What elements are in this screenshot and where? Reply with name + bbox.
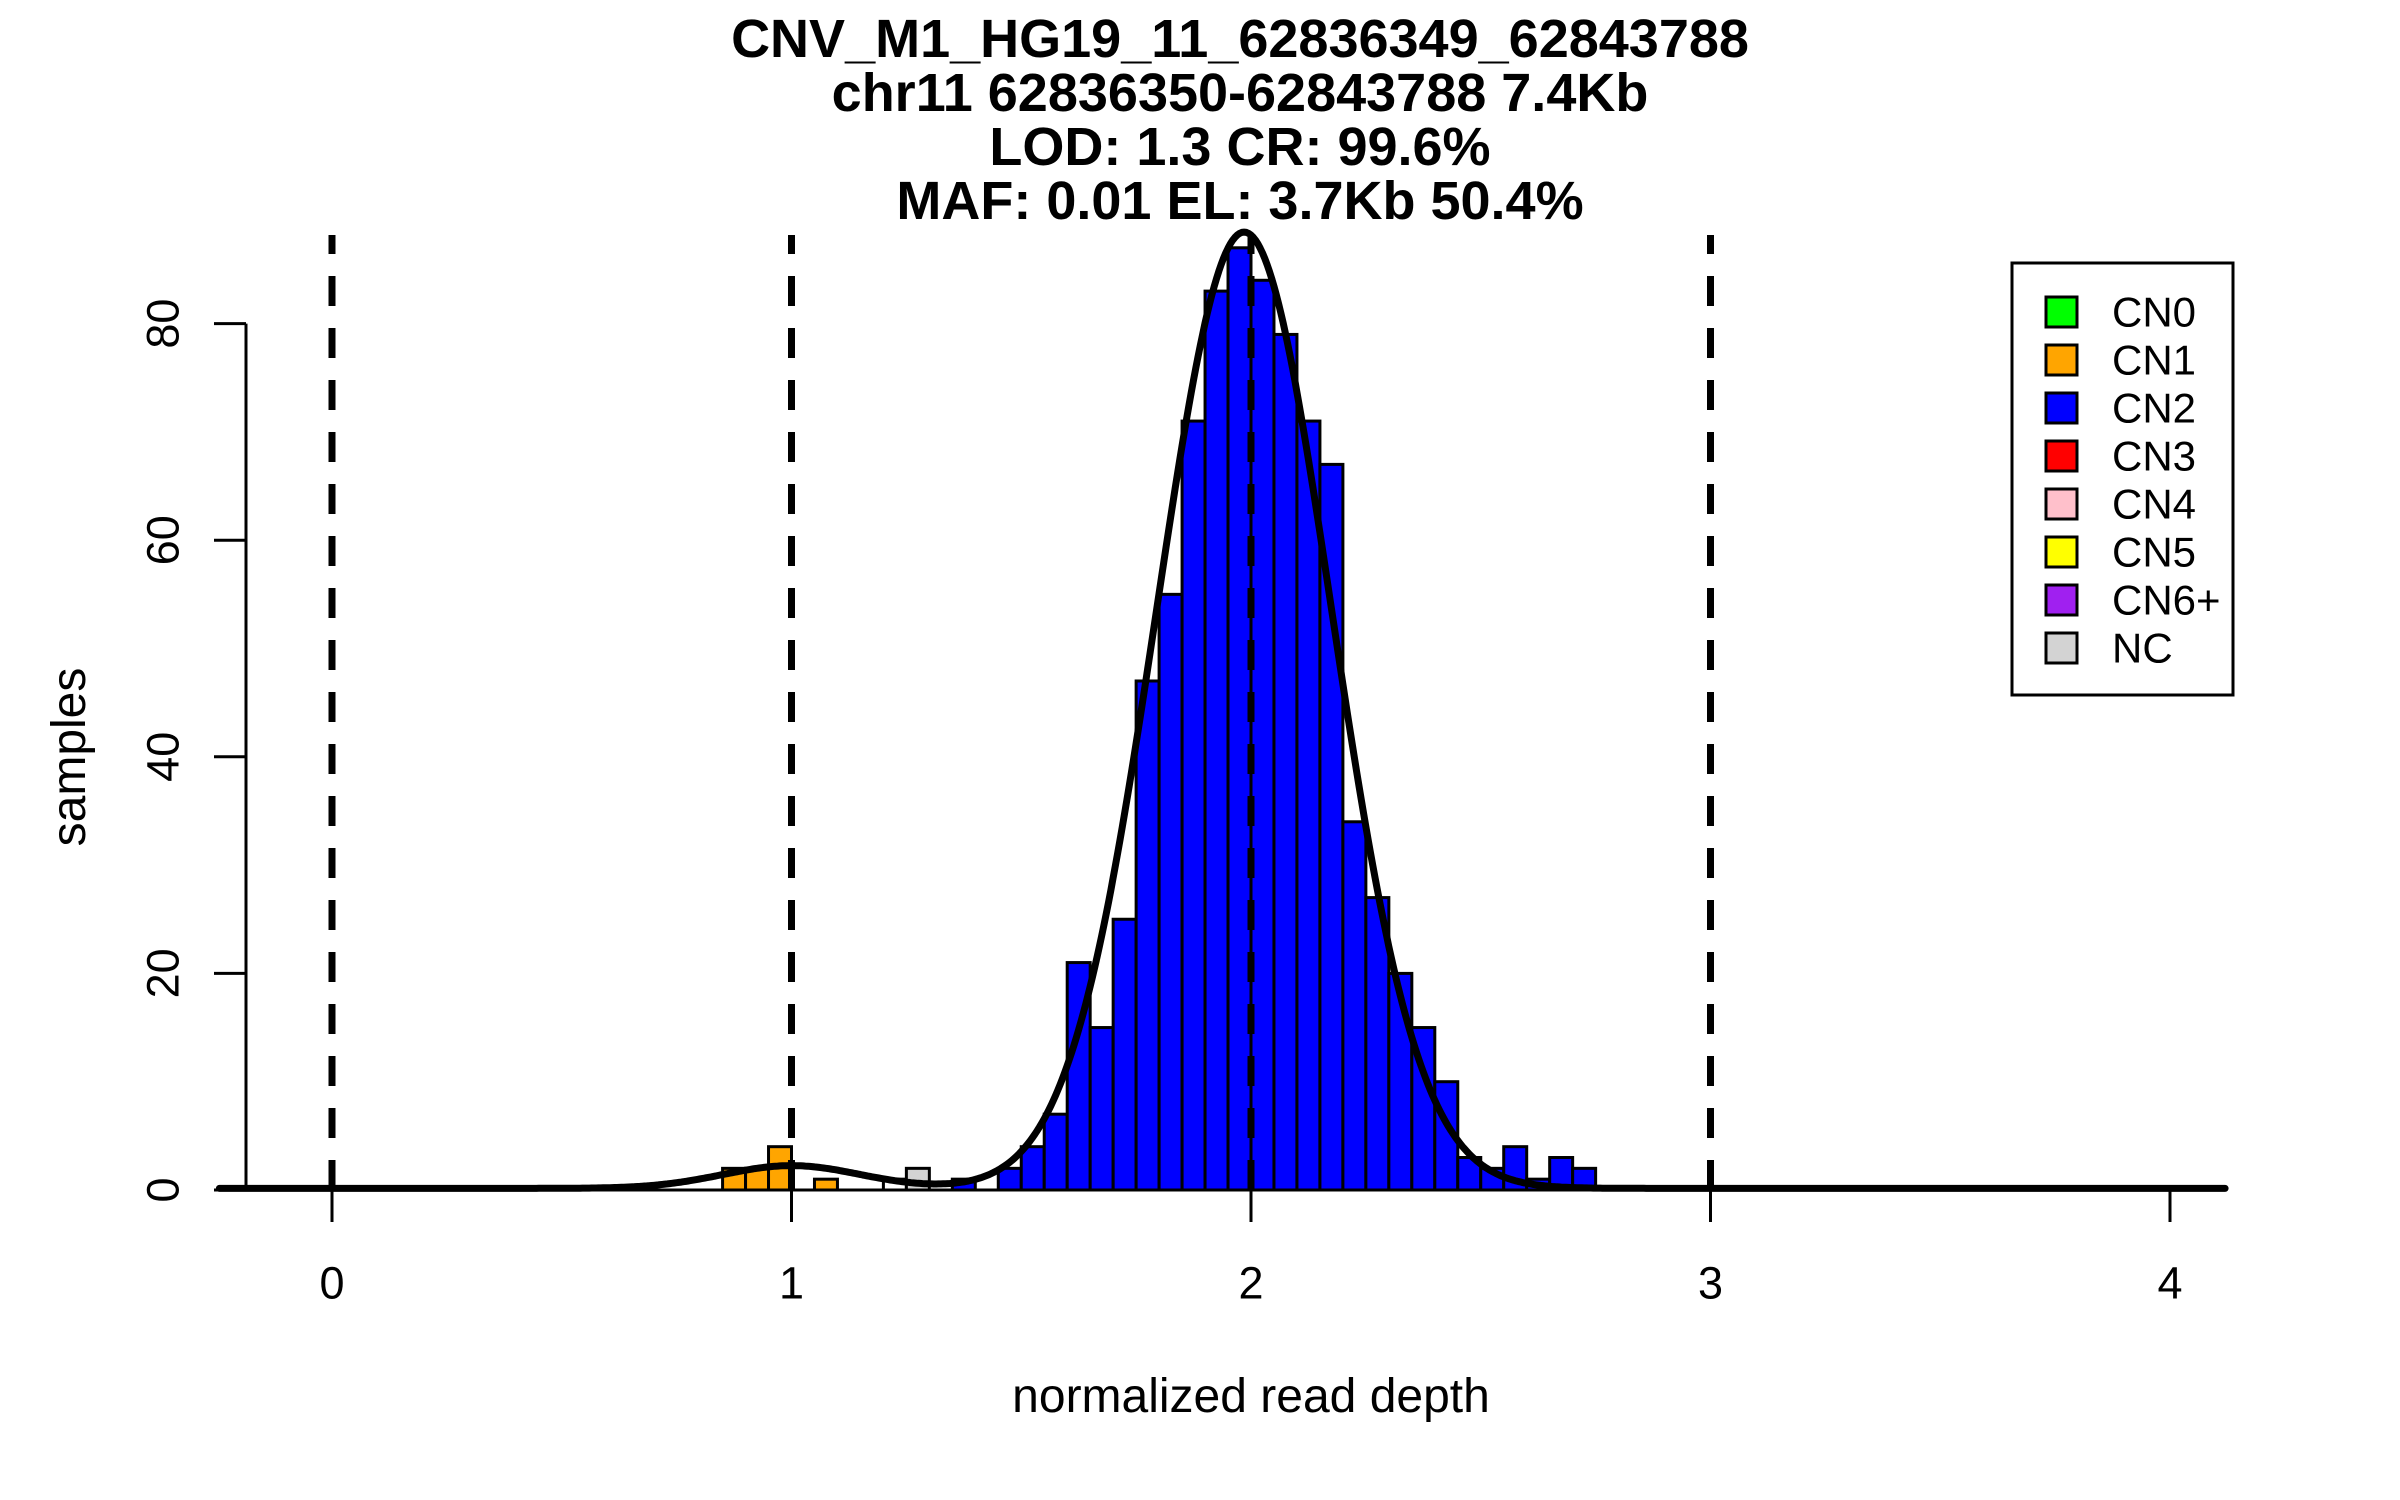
legend-label-cn1: CN1 (2112, 337, 2196, 384)
density-curve-group (215, 228, 2229, 1192)
y-tick-label: 40 (138, 732, 189, 782)
x-tick-label: 2 (1238, 1258, 1263, 1309)
legend-swatch-cn2 (2044, 391, 2079, 425)
histogram-bar-cn2 (1272, 332, 1299, 1192)
legend-swatch-cn5 (2044, 535, 2079, 569)
histogram-bar-cn2 (1341, 820, 1368, 1192)
y-tick-label: 60 (138, 515, 189, 565)
chart-title-line-1: CNV_M1_HG19_11_62836349_62843788 (731, 9, 1749, 69)
legend-label-nc: NC (2112, 625, 2173, 672)
y-tick-label: 80 (138, 299, 189, 349)
histogram-bar-cn1 (812, 1177, 839, 1192)
legend-swatch-cn6plus (2044, 583, 2079, 617)
histogram-bar-cn2 (1157, 592, 1184, 1192)
legend-label-cn3: CN3 (2112, 433, 2196, 480)
histogram-bar-cn2 (1111, 917, 1138, 1192)
y-tick-label: 0 (138, 1177, 189, 1202)
legend-label-cn4: CN4 (2112, 481, 2196, 528)
legend-box (2010, 261, 2235, 697)
legend-label-cn6plus: CN6+ (2112, 577, 2221, 624)
legend-swatch-cn0 (2044, 295, 2079, 329)
histogram-bar-cn2 (1042, 1112, 1069, 1192)
histogram-bar-cn2 (1019, 1145, 1046, 1192)
x-tick-label: 3 (1698, 1258, 1723, 1309)
legend-swatch-nc (2044, 631, 2079, 665)
y-axis-label: samples (43, 668, 96, 847)
legend-swatch-cn4 (2044, 487, 2079, 521)
x-tick-label: 1 (779, 1258, 804, 1309)
x-axis: 0 1 2 3 4 (319, 1188, 2183, 1309)
histogram-bar-cn2 (1203, 289, 1230, 1192)
x-tick-label: 4 (2157, 1258, 2182, 1309)
dashed-guides (328, 235, 1714, 1190)
chart-title-line-4: MAF: 0.01 EL: 3.7Kb 50.4% (896, 171, 1583, 231)
histogram-bar-cn2 (1249, 278, 1276, 1192)
histogram-bar-cn2 (1180, 419, 1207, 1192)
x-tick-label: 0 (319, 1258, 344, 1309)
legend-swatch-cn1 (2044, 343, 2079, 377)
histogram-bar-cn2 (1295, 419, 1322, 1192)
x-axis-label: normalized read depth (1012, 1370, 1490, 1423)
density-curve (215, 228, 2229, 1192)
legend-label-cn5: CN5 (2112, 529, 2196, 576)
chart-title-line-2: chr11 62836350-62843788 7.4Kb (832, 63, 1649, 123)
histogram-bar-cn2 (1088, 1026, 1115, 1192)
y-tick-label: 20 (138, 948, 189, 998)
chart-title-line-3: LOD: 1.3 CR: 99.6% (989, 117, 1490, 177)
legend-swatch-cn3 (2044, 439, 2079, 473)
legend-label-cn2: CN2 (2112, 385, 2196, 432)
legend-label-cn0: CN0 (2112, 289, 2196, 336)
histogram-bar-cn2 (1134, 679, 1161, 1192)
y-axis: 0 20 40 60 80 (138, 299, 248, 1203)
